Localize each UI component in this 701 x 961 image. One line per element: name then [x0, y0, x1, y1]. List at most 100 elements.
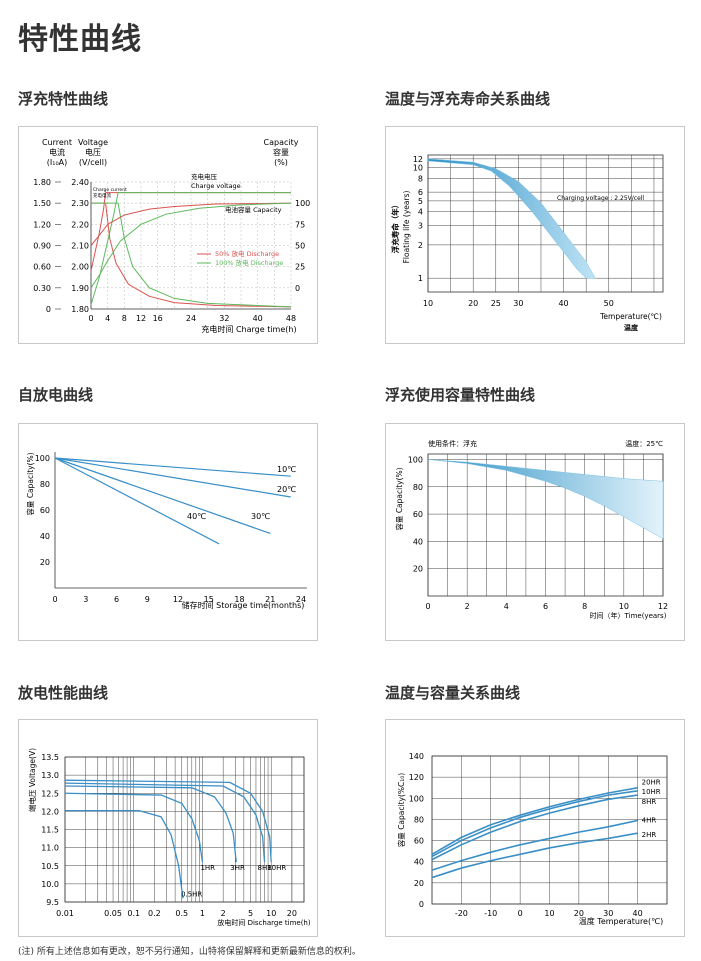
series-label: 30℃ [251, 512, 270, 521]
x-tick-label: 48 [286, 314, 296, 323]
series-label: 40℃ [187, 512, 206, 521]
y-tick-label: 12.0 [41, 807, 59, 816]
charge-voltage-label-cn: 充电电压 [191, 172, 218, 181]
y-tick-label: 20 [413, 565, 423, 574]
capacity-band [427, 459, 664, 540]
condition-label: 使用条件：浮充 [428, 439, 477, 448]
capacity-tick-label: 50 [295, 242, 305, 251]
x-axis-label-en: Temperature(℃) [599, 312, 662, 321]
capacity-tick-label: 0 [295, 284, 300, 293]
legend-label-50: 50% 放电 Discharge [215, 249, 279, 258]
x-tick-label: 10 [619, 602, 629, 611]
voltage-tick-label: 2.20 [71, 220, 89, 229]
current-tick-label: 1.80 [33, 178, 51, 187]
y-tick-label: 9.5 [46, 898, 59, 907]
voltage-tick-label: 2.30 [71, 199, 89, 208]
plot-frame [431, 755, 668, 905]
capacity-axis-title-cn: 容量 [273, 147, 289, 157]
life-band [427, 158, 596, 279]
y-tick-label: 6 [418, 188, 423, 197]
capacity-axis-title: Capacity [264, 138, 299, 147]
x-tick-label: 16 [153, 314, 163, 323]
y-tick-label: 60 [414, 837, 424, 846]
current-tick-label: 0.60 [33, 263, 51, 272]
page-title: 特性曲线 [18, 22, 142, 57]
y-tick-label: 12 [413, 155, 423, 164]
series-line [64, 779, 272, 863]
x-tick-label: 30 [513, 299, 523, 308]
series-line [54, 457, 271, 534]
x-tick-label: 24 [296, 595, 306, 604]
x-axis-label-cn: 温度 [624, 323, 639, 332]
current-tick-label: 1.50 [33, 199, 51, 208]
x-tick-label: 5 [248, 909, 253, 918]
current-tick-label: 0.30 [33, 284, 51, 293]
y-axis-label-cn: 浮充寿命（年） [390, 201, 400, 254]
y-tick-label: 100 [35, 454, 50, 463]
x-tick-label: 30 [603, 909, 613, 918]
x-tick-label: 12 [173, 595, 183, 604]
x-tick-label: 0.5 [175, 909, 188, 918]
x-tick-label: 12 [136, 314, 146, 323]
x-axis-label: 温度 Temperature(℃) [579, 916, 663, 926]
y-tick-label: 100 [409, 794, 424, 803]
y-tick-label: 20 [414, 879, 424, 888]
footnote: (注) 所有上述信息如有更改，恕不另行通知，山特将保留解释和更新最新信息的权利。 [18, 947, 361, 957]
y-axis-label: 端电压 Voltage(V) [27, 748, 37, 812]
current-tick-label: 0.90 [33, 242, 51, 251]
series-label: 20℃ [277, 485, 296, 494]
x-axis-label: 时间（年）Time(years) [590, 611, 667, 620]
x-tick-label: 20 [287, 909, 297, 918]
charge-voltage-label-en: Charge voltage [191, 182, 241, 190]
series-label: 10HR [642, 788, 661, 796]
section-title-temp-capacity: 温度与容量关系曲线 [385, 684, 521, 702]
x-tick-label: 40 [558, 299, 568, 308]
current-tick-label: 0 [46, 305, 51, 314]
y-tick-label: 12.5 [41, 789, 59, 798]
voltage-axis-title: Voltage [78, 138, 108, 147]
y-axis-label: 容量 Capacity(%) [25, 452, 35, 515]
plot-frame [64, 756, 305, 903]
series-label: 8HR [642, 798, 657, 806]
y-tick-label: 11.0 [41, 844, 59, 853]
voltage-tick-label: 1.90 [71, 284, 89, 293]
y-tick-label: 1 [418, 274, 423, 283]
x-tick-label: 18 [234, 595, 244, 604]
x-tick-label: 8 [582, 602, 587, 611]
legend-label-100: 100% 放电 Discharge [215, 258, 283, 267]
series-label: 4HR [642, 816, 657, 824]
series-label: 3HR [230, 864, 245, 872]
y-tick-label: 80 [414, 815, 424, 824]
capacity-curve-label: 电池容量 Capacity [225, 205, 282, 214]
charge-current-label-cn: 充电电流 [93, 192, 111, 199]
voltage-tick-label: 2.40 [71, 178, 89, 187]
voltage-axis-unit: (V/cell) [79, 158, 107, 167]
x-tick-label: 3 [83, 595, 88, 604]
x-tick-label: 0.01 [56, 909, 74, 918]
section-title-float: 浮充特性曲线 [18, 90, 109, 108]
series-line [64, 792, 204, 863]
series-label: 20HR [642, 779, 661, 787]
self-discharge-chart-panel: 20 40 60 80 100 0 3 6 9 12 15 18 21 24 10℃ 20℃ 30℃ 40℃ 容量 … [18, 423, 318, 641]
x-tick-label: -20 [455, 909, 468, 918]
discharge-chart: 9.510.010.511.011.512.012.513.013.50.01 0… [27, 748, 311, 927]
voltage-tick-label: 1.80 [71, 305, 89, 314]
section-title-temp-life: 温度与浮充寿命关系曲线 [385, 90, 551, 108]
x-axis-label: 放电时间 Discharge time(h) [217, 918, 310, 927]
y-tick-label: 40 [413, 537, 423, 546]
series-line-current_50 [91, 202, 292, 308]
x-axis-label: 充电时间 Charge time(h) [201, 324, 296, 334]
y-tick-label: 40 [414, 858, 424, 867]
current-axis-title-cn: 电流 [49, 147, 65, 157]
series-line-capacity_100 [90, 202, 292, 289]
series-line [431, 794, 638, 861]
x-axis-label: 储存时间 Storage time(months) [182, 600, 305, 610]
series-line [431, 832, 638, 879]
series-label: 10HR [267, 864, 286, 872]
series-line [54, 457, 220, 545]
y-tick-label: 10.5 [41, 862, 59, 871]
temp-capacity-chart: 0 20 40 60 80 100 120 140 -20 -10 0 10 20 30 40 20HR10H… [396, 752, 668, 926]
series-label: 8HR [258, 864, 273, 872]
